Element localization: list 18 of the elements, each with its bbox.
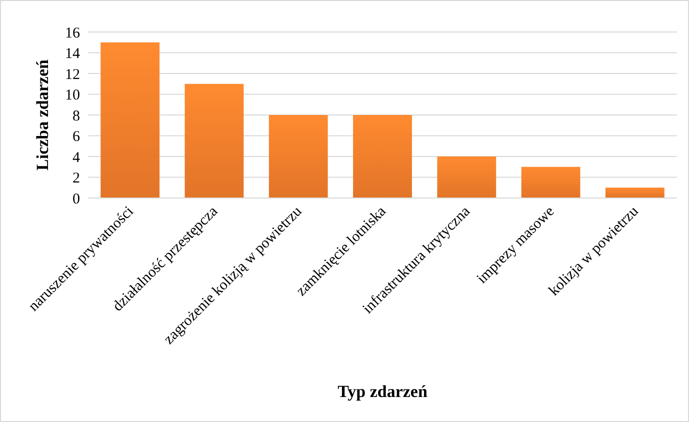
y-tick-label: 8: [72, 108, 80, 124]
y-tick-label: 4: [72, 150, 80, 166]
y-tick-label: 12: [65, 66, 80, 83]
y-tick-label: 16: [65, 25, 80, 42]
y-tick-label: 2: [72, 170, 80, 186]
y-tick-label: 14: [65, 46, 80, 62]
bar: [353, 115, 412, 198]
bar: [521, 166, 580, 198]
bar: [437, 156, 496, 198]
y-tick-label: 10: [65, 88, 80, 104]
bar: [184, 84, 244, 198]
x-axis-title: Typ zdarzeń: [338, 382, 428, 401]
bar: [605, 188, 664, 198]
y-axis-title: Liczba zdarzeń: [33, 58, 52, 170]
y-tick-label: 0: [72, 191, 80, 208]
y-tick-label: 6: [72, 129, 80, 145]
bar: [268, 115, 328, 198]
bar: [100, 42, 160, 198]
